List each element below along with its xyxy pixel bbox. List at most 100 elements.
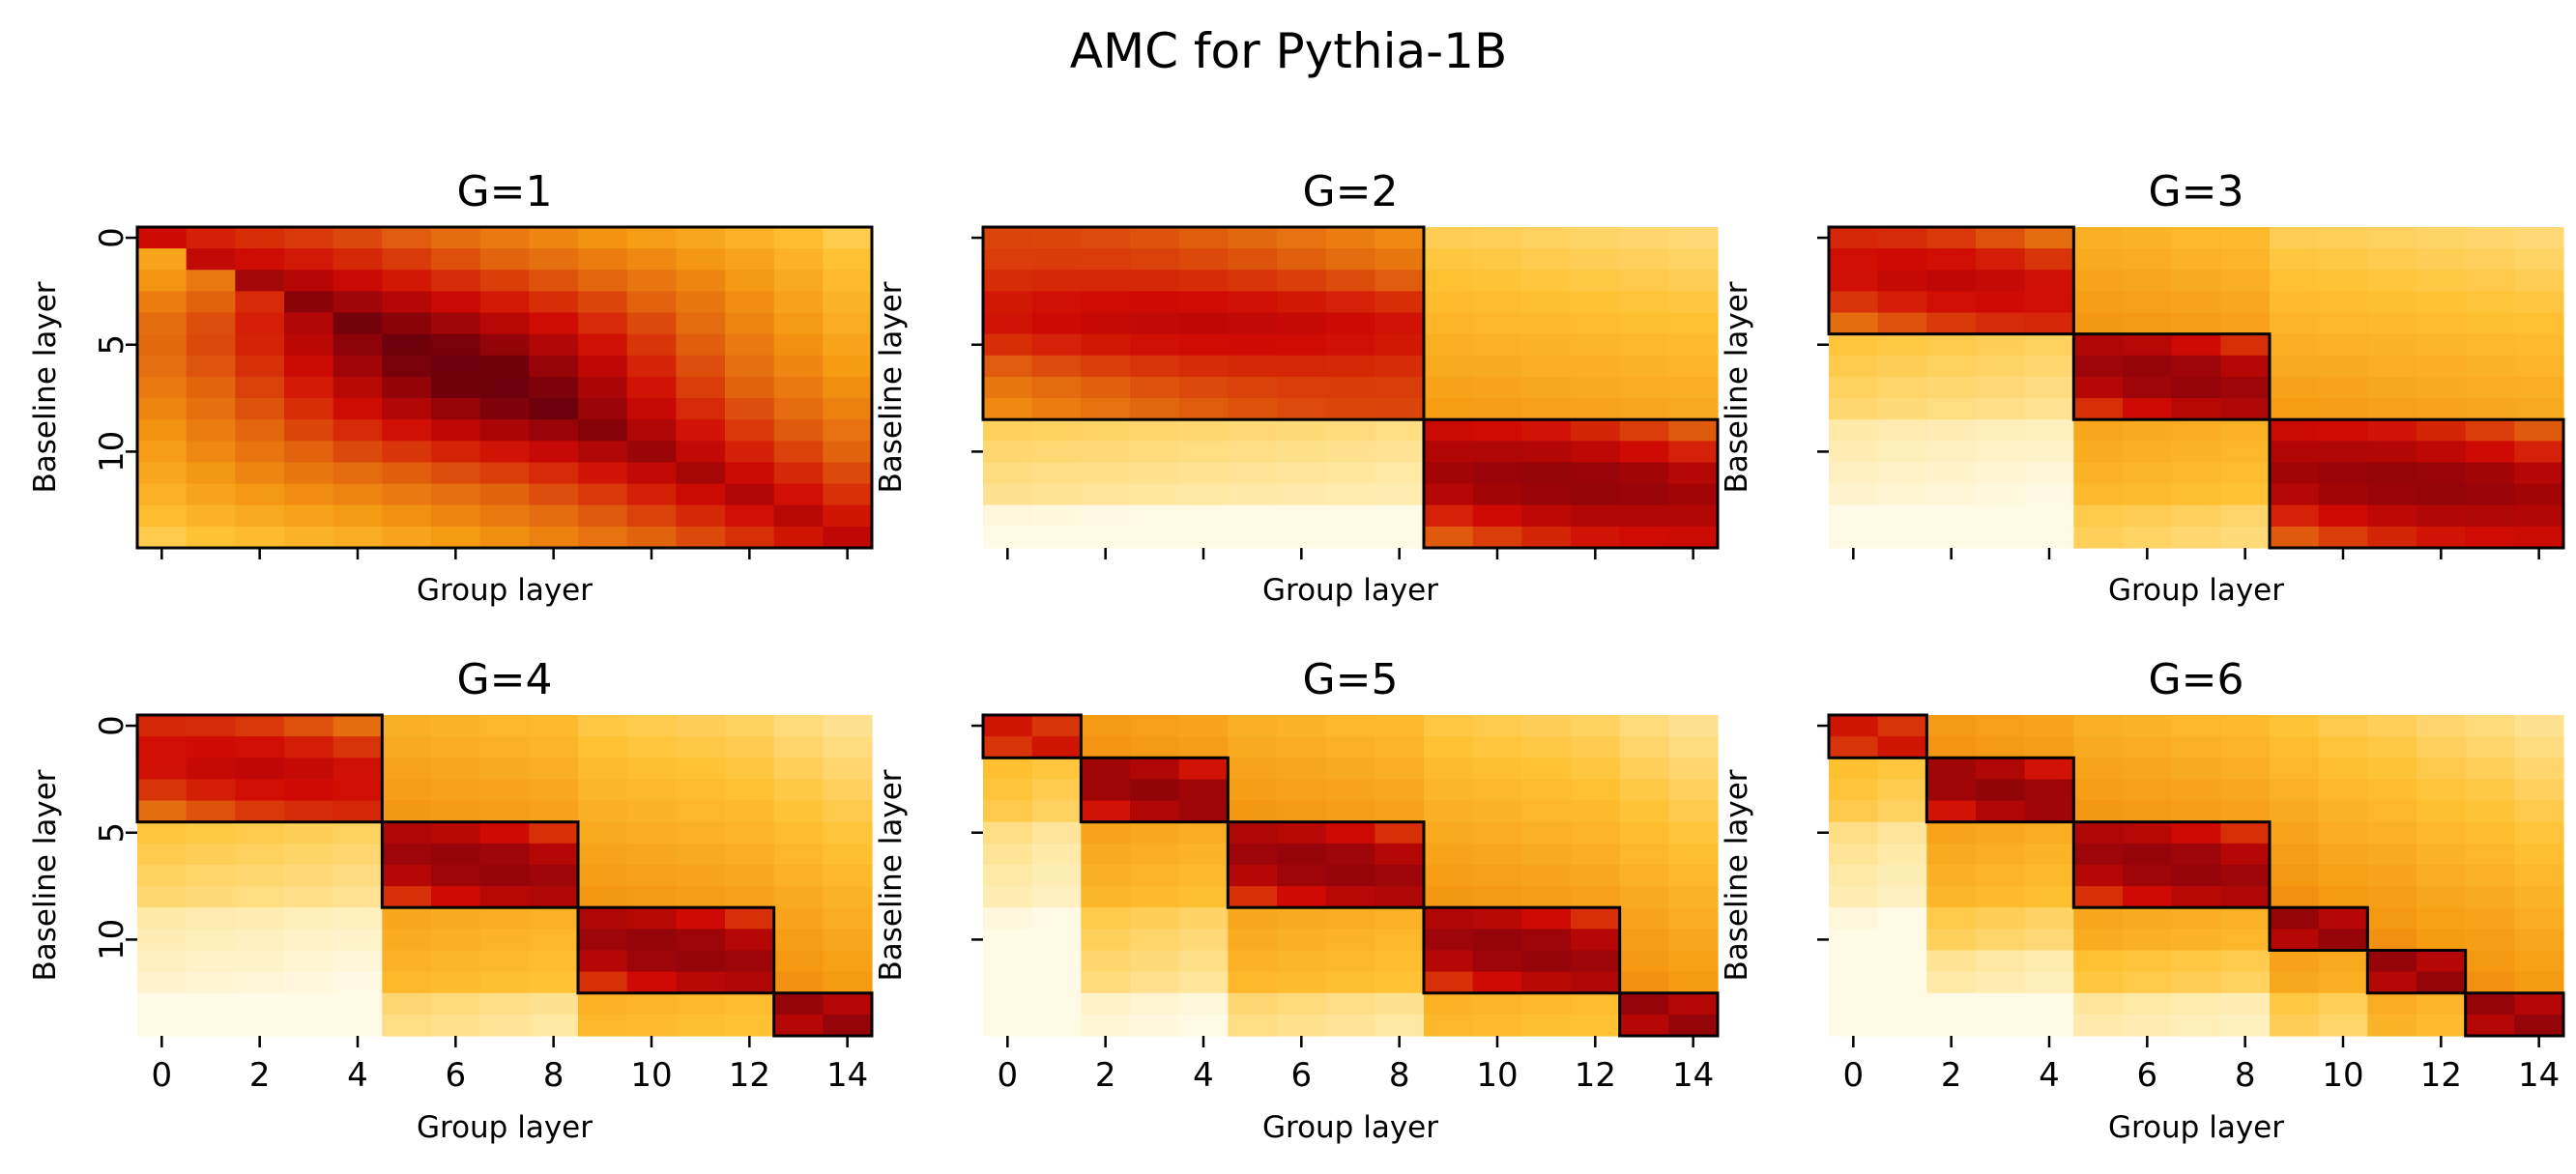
heatmap-cell — [2318, 333, 2368, 357]
heatmap-cell — [186, 483, 236, 506]
heatmap-cell — [1829, 270, 1879, 292]
heatmap-cell — [529, 800, 579, 823]
heatmap-cell — [1521, 376, 1572, 399]
heatmap-cell — [1926, 441, 1977, 464]
heatmap-cell — [1424, 333, 1474, 357]
heatmap-cell — [2123, 800, 2173, 823]
heatmap-cell — [529, 504, 579, 528]
heatmap-cell — [382, 992, 432, 1016]
heatmap-cell — [983, 821, 1033, 845]
heatmap-cell — [1472, 1014, 1522, 1037]
heatmap-cell — [235, 992, 285, 1016]
heatmap-cell — [2367, 800, 2417, 823]
heatmap-cell — [1228, 950, 1278, 973]
heatmap-cell — [2465, 312, 2515, 335]
heatmap-cell — [676, 971, 726, 994]
heatmap-cell — [2417, 715, 2467, 737]
heatmap-cell — [2220, 907, 2271, 930]
x-tick-label: 8 — [1389, 1056, 1410, 1095]
heatmap-cell — [1472, 398, 1522, 420]
heatmap-cell — [186, 526, 236, 549]
heatmap-cell — [333, 376, 383, 399]
heatmap-cell — [2024, 248, 2074, 271]
heatmap-cell — [725, 821, 775, 845]
heatmap-cell — [2073, 715, 2124, 737]
heatmap-cell — [1130, 1014, 1180, 1037]
heatmap-cell — [1325, 291, 1375, 314]
heatmap-cell — [1130, 526, 1180, 549]
heatmap-cell — [626, 312, 677, 335]
heatmap-cell — [2123, 929, 2173, 952]
heatmap-cell — [1130, 312, 1180, 335]
heatmap-cell — [2465, 483, 2515, 506]
heatmap-cell — [2367, 526, 2417, 549]
heatmap-cell — [186, 821, 236, 845]
heatmap-cell — [1081, 992, 1131, 1016]
heatmap-cell — [983, 398, 1033, 420]
heatmap-cell — [2270, 992, 2320, 1016]
heatmap-cell — [1877, 227, 1927, 249]
heatmap-cell — [1668, 758, 1719, 780]
panel-title: G=1 — [457, 167, 553, 216]
heatmap-cell — [773, 886, 824, 908]
heatmap-cell — [1619, 715, 1669, 737]
heatmap-cell — [1375, 483, 1425, 506]
heatmap-cell — [284, 504, 334, 528]
heatmap-cell — [1424, 843, 1474, 866]
heatmap-cell — [1926, 843, 1977, 866]
heatmap-cell — [1130, 333, 1180, 357]
heatmap-cell — [1571, 312, 1621, 335]
heatmap-cell — [1031, 758, 1082, 780]
heatmap-cell — [479, 462, 530, 485]
heatmap-cell — [382, 248, 432, 271]
heatmap-cell — [626, 398, 677, 420]
heatmap-cell — [983, 907, 1033, 930]
heatmap-cell — [626, 291, 677, 314]
y-axis-label: Baseline layer — [874, 769, 909, 981]
heatmap-cell — [2367, 821, 2417, 845]
heatmap-cell — [235, 1014, 285, 1037]
heatmap-cell — [823, 270, 873, 292]
heatmap-cell — [1619, 333, 1669, 357]
heatmap-cell — [2123, 419, 2173, 442]
heatmap-cell — [1976, 950, 2026, 973]
heatmap-cell — [1619, 843, 1669, 866]
heatmap-cell — [333, 441, 383, 464]
heatmap-cell — [1619, 950, 1669, 973]
heatmap-cell — [578, 312, 628, 335]
heatmap-cell — [1571, 864, 1621, 887]
heatmap-cell — [578, 376, 628, 399]
heatmap-cell — [137, 333, 188, 357]
heatmap-cell — [1424, 971, 1474, 994]
heatmap-cell — [2367, 333, 2417, 357]
heatmap-cell — [529, 779, 579, 802]
heatmap-cell — [529, 376, 579, 399]
heatmap-cell — [2123, 1014, 2173, 1037]
heatmap-cell — [284, 1014, 334, 1037]
heatmap-cells — [983, 227, 1719, 549]
heatmap-cell — [1926, 419, 1977, 442]
heatmap-cell — [1325, 864, 1375, 887]
heatmap-cell — [1325, 312, 1375, 335]
heatmap-cell — [186, 971, 236, 994]
heatmap-cell — [1926, 483, 1977, 506]
heatmap-cell — [2514, 355, 2564, 378]
heatmap-cell — [1976, 800, 2026, 823]
heatmap-cell — [2073, 843, 2124, 866]
heatmap-cell — [2417, 992, 2467, 1016]
heatmap-cell — [1081, 376, 1131, 399]
group-block-outline — [1422, 417, 1720, 550]
heatmap-cell — [1521, 504, 1572, 528]
heatmap-cell — [676, 355, 726, 378]
heatmap-cell — [529, 715, 579, 737]
heatmap-cell — [1178, 248, 1229, 271]
heatmap-cell — [1619, 758, 1669, 780]
heatmap-cell — [578, 419, 628, 442]
heatmap-cell — [626, 270, 677, 292]
heatmap-cell — [1228, 312, 1278, 335]
group-block-outline — [1079, 756, 1230, 824]
heatmap-cell — [823, 779, 873, 802]
heatmap-cell — [2220, 736, 2271, 759]
heatmap-cell — [2073, 270, 2124, 292]
heatmap-cell — [1178, 419, 1229, 442]
